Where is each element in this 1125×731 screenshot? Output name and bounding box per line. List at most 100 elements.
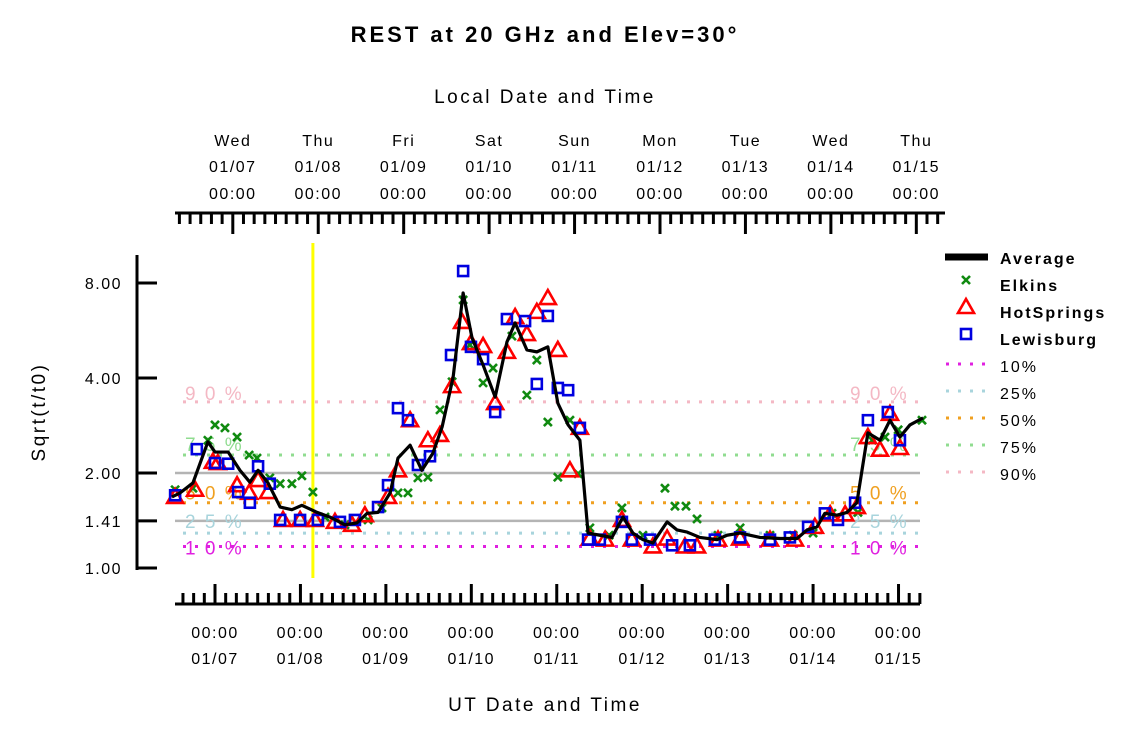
x-tick-time: 00:00 — [533, 625, 581, 642]
top-tick-time: 00:00 — [636, 186, 684, 203]
x-glyph — [660, 483, 670, 494]
x-glyph — [210, 420, 220, 430]
x-glyph — [275, 478, 286, 489]
chart-title: REST at 20 GHz and Elev=30° — [351, 22, 740, 47]
top-tick-date: 01/13 — [722, 159, 770, 176]
legend-label-50: 50% — [1000, 413, 1038, 430]
elkins-point — [275, 478, 286, 489]
y-tick-label: 4.00 — [85, 371, 122, 388]
lewisburg-point — [273, 513, 287, 527]
gridlines — [175, 471, 920, 523]
x-glyph — [393, 487, 403, 498]
top-tick-day: Sat — [475, 133, 504, 150]
x-tick-time: 00:00 — [277, 625, 325, 642]
lewisburg-point — [190, 442, 204, 456]
lewisburg-point — [293, 513, 307, 527]
top-tick-time: 00:00 — [722, 186, 770, 203]
elkins-point — [413, 472, 423, 483]
x-tick-time: 00:00 — [191, 625, 239, 642]
x-tick-date: 01/15 — [875, 651, 923, 668]
percentile-label-right: 5 0 % — [850, 484, 909, 505]
hotsprings-point — [537, 287, 559, 306]
top-tick-date: 01/15 — [893, 159, 941, 176]
x-glyph — [422, 472, 433, 483]
top-tick-time: 00:00 — [294, 186, 342, 203]
hotsprings-point — [377, 486, 399, 505]
x-tick-date: 01/10 — [448, 651, 496, 668]
elkins-point — [681, 501, 691, 512]
lewisburg-point — [391, 401, 405, 415]
lewisburg-point — [221, 457, 235, 471]
lewisburg-point — [530, 377, 544, 391]
x-glyph — [670, 501, 680, 512]
y-tick-label: 2.00 — [85, 466, 122, 483]
top-tick-date: 01/08 — [294, 159, 342, 176]
top-tick-day: Thu — [302, 133, 334, 150]
hotsprings-point — [184, 479, 206, 498]
x-glyph — [478, 377, 488, 388]
x-glyph — [403, 487, 413, 498]
x-tick-time: 00:00 — [704, 625, 752, 642]
top-tick-time: 00:00 — [893, 186, 941, 203]
lewisburg-point — [456, 264, 470, 278]
x-tick-time: 00:00 — [448, 625, 496, 642]
hotsprings-point — [559, 459, 581, 478]
top-tick-date: 01/07 — [209, 159, 257, 176]
elkins-point — [616, 503, 627, 513]
hotsprings-point — [496, 341, 518, 360]
x-tick-time: 00:00 — [362, 625, 410, 642]
y-tick-label: 8.00 — [85, 276, 122, 293]
x-tick-date: 01/11 — [534, 651, 580, 668]
average-line — [171, 291, 924, 545]
lewisburg-point — [243, 496, 257, 510]
legend-label-hotsprings: HotSprings — [1000, 305, 1106, 322]
hotsprings-point — [869, 439, 891, 458]
legend-label-25: 25% — [1000, 386, 1038, 403]
legend-label-lewisburg: Lewisburg — [1000, 332, 1098, 349]
lewisburg-point — [573, 421, 587, 435]
lewisburg-point — [625, 533, 639, 546]
x-glyph — [488, 363, 498, 374]
y-axis-title: Sqrt(t/t0) — [29, 363, 50, 462]
top-tick-time: 00:00 — [209, 186, 257, 203]
legend: Average Elkins HotSprings Lewisburg 10% 25% 50… — [945, 251, 1106, 484]
lewisburg-point — [861, 413, 875, 427]
x-glyph — [220, 422, 230, 433]
elkins-point — [670, 501, 680, 512]
top-tick-day: Tue — [730, 133, 761, 150]
x-glyph — [307, 487, 318, 498]
hotsprings-point — [441, 375, 463, 394]
data-marks — [164, 264, 927, 554]
top-tick-date: 01/10 — [465, 159, 513, 176]
legend-label-average: Average — [1000, 251, 1077, 268]
elkins-point — [542, 417, 553, 427]
x-glyph — [961, 275, 971, 285]
lewisburg-point — [881, 405, 895, 419]
lewisburg-point — [401, 413, 415, 427]
x-glyph — [692, 514, 702, 524]
x-glyph — [435, 404, 445, 415]
x-tick-date: 01/08 — [277, 651, 325, 668]
legend-label-elkins: Elkins — [1000, 278, 1059, 295]
legend-hotsprings-icon — [955, 296, 977, 315]
x-glyph — [296, 470, 307, 481]
elkins-point — [552, 472, 563, 483]
hotsprings-point — [226, 474, 248, 493]
x-glyph — [616, 503, 627, 513]
elkins-point — [735, 522, 746, 533]
hotsprings-point — [526, 301, 548, 320]
hotsprings-point — [516, 323, 538, 342]
legend-elkins-icon — [961, 275, 971, 285]
x-tick-time: 00:00 — [875, 625, 923, 642]
elkins-point — [220, 422, 230, 433]
x-tick-date: 01/14 — [789, 651, 837, 668]
percentile-label-left: 2 5 % — [185, 512, 244, 533]
elkins-point — [296, 470, 307, 481]
elkins-point — [244, 450, 255, 460]
top-tick-time: 00:00 — [551, 186, 599, 203]
top-tick-day: Sun — [558, 133, 591, 150]
elkins-point — [488, 363, 498, 374]
lewisburg-point — [208, 456, 222, 470]
top-axis-title: Local Date and Time — [434, 87, 656, 108]
